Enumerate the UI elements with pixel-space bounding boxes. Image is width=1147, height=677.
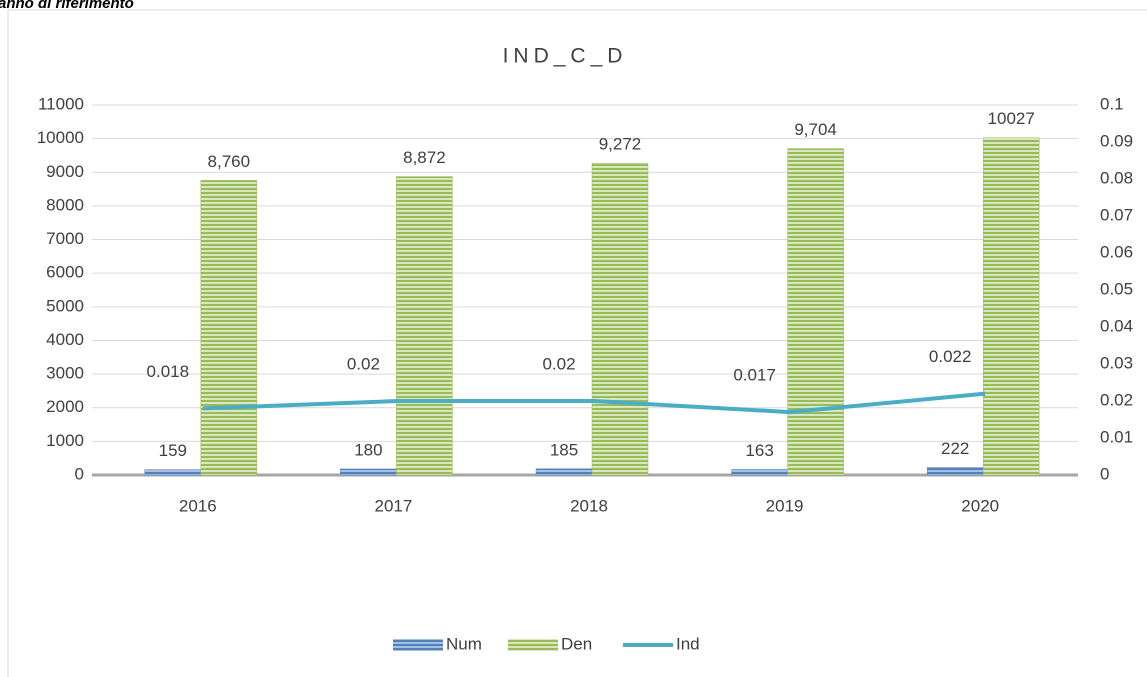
bar (200, 180, 258, 476)
y-tick-label: 5000 (46, 296, 84, 315)
x-tick-label: 2019 (766, 496, 804, 515)
bar (144, 469, 202, 476)
y-tick-label: 3000 (46, 364, 84, 383)
bar (982, 137, 1040, 476)
data-label: 10027 (988, 109, 1035, 128)
data-label: 8,760 (208, 152, 251, 171)
y2-tick-label: 0.02 (1100, 390, 1133, 409)
y2-tick-label: 0.05 (1100, 279, 1133, 298)
data-label: 0.022 (929, 347, 972, 366)
y-tick-label: 11000 (38, 94, 84, 113)
y-tick-label: 4000 (46, 330, 84, 349)
y-tick-label: 10000 (37, 128, 84, 147)
bar (396, 176, 453, 476)
bar (787, 148, 844, 476)
x-tick-label: 2020 (961, 496, 999, 515)
y2-tick-label: 0.1 (1100, 94, 1124, 113)
data-label: 0.018 (147, 362, 190, 381)
legend-label: Den (561, 634, 592, 653)
y2-tick-label: 0.07 (1100, 205, 1133, 224)
data-label: 159 (159, 441, 187, 460)
data-label: 9,272 (599, 135, 642, 154)
y-tick-label: 0 (75, 464, 84, 483)
y-tick-label: 6000 (46, 263, 84, 282)
y2-tick-label: 0 (1100, 464, 1109, 483)
y2-tick-label: 0.06 (1100, 242, 1133, 261)
y-tick-label: 1000 (46, 431, 84, 450)
y2-tick-label: 0.03 (1100, 353, 1133, 372)
bar (340, 468, 397, 476)
legend-swatch (393, 639, 443, 651)
x-tick-label: 2017 (374, 496, 412, 515)
y-tick-label: 7000 (46, 229, 84, 248)
legend-swatch (508, 639, 558, 651)
y2-tick-label: 0.08 (1100, 168, 1133, 187)
bar (926, 467, 984, 476)
caption: anno di riferimento (0, 0, 134, 12)
chart-title: IND_C_D (503, 45, 628, 68)
data-label: 8,872 (403, 148, 446, 167)
x-tick-label: 2018 (570, 496, 608, 515)
line (202, 391, 986, 415)
y-tick-label: 8000 (46, 195, 84, 214)
y2-tick-label: 0.01 (1100, 427, 1133, 446)
bar (535, 468, 593, 476)
data-label: 9,704 (794, 120, 837, 139)
data-label: 0.02 (347, 354, 380, 373)
legend-label: Ind (676, 634, 700, 653)
data-label: 222 (941, 439, 969, 458)
chart-border (7, 9, 1147, 677)
y2-tick-label: 0.04 (1100, 316, 1133, 335)
bar (591, 162, 649, 476)
y-tick-label: 2000 (46, 397, 84, 416)
data-label: 180 (354, 440, 382, 459)
data-label: 0.017 (733, 366, 776, 385)
data-label: 185 (550, 440, 578, 459)
data-label: 0.02 (542, 354, 575, 373)
x-tick-label: 2016 (179, 496, 217, 515)
data-label: 163 (745, 441, 773, 460)
bar (731, 469, 788, 476)
legend-label: Num (446, 634, 482, 653)
y2-tick-label: 0.09 (1100, 131, 1133, 150)
y-tick-label: 9000 (46, 162, 84, 181)
